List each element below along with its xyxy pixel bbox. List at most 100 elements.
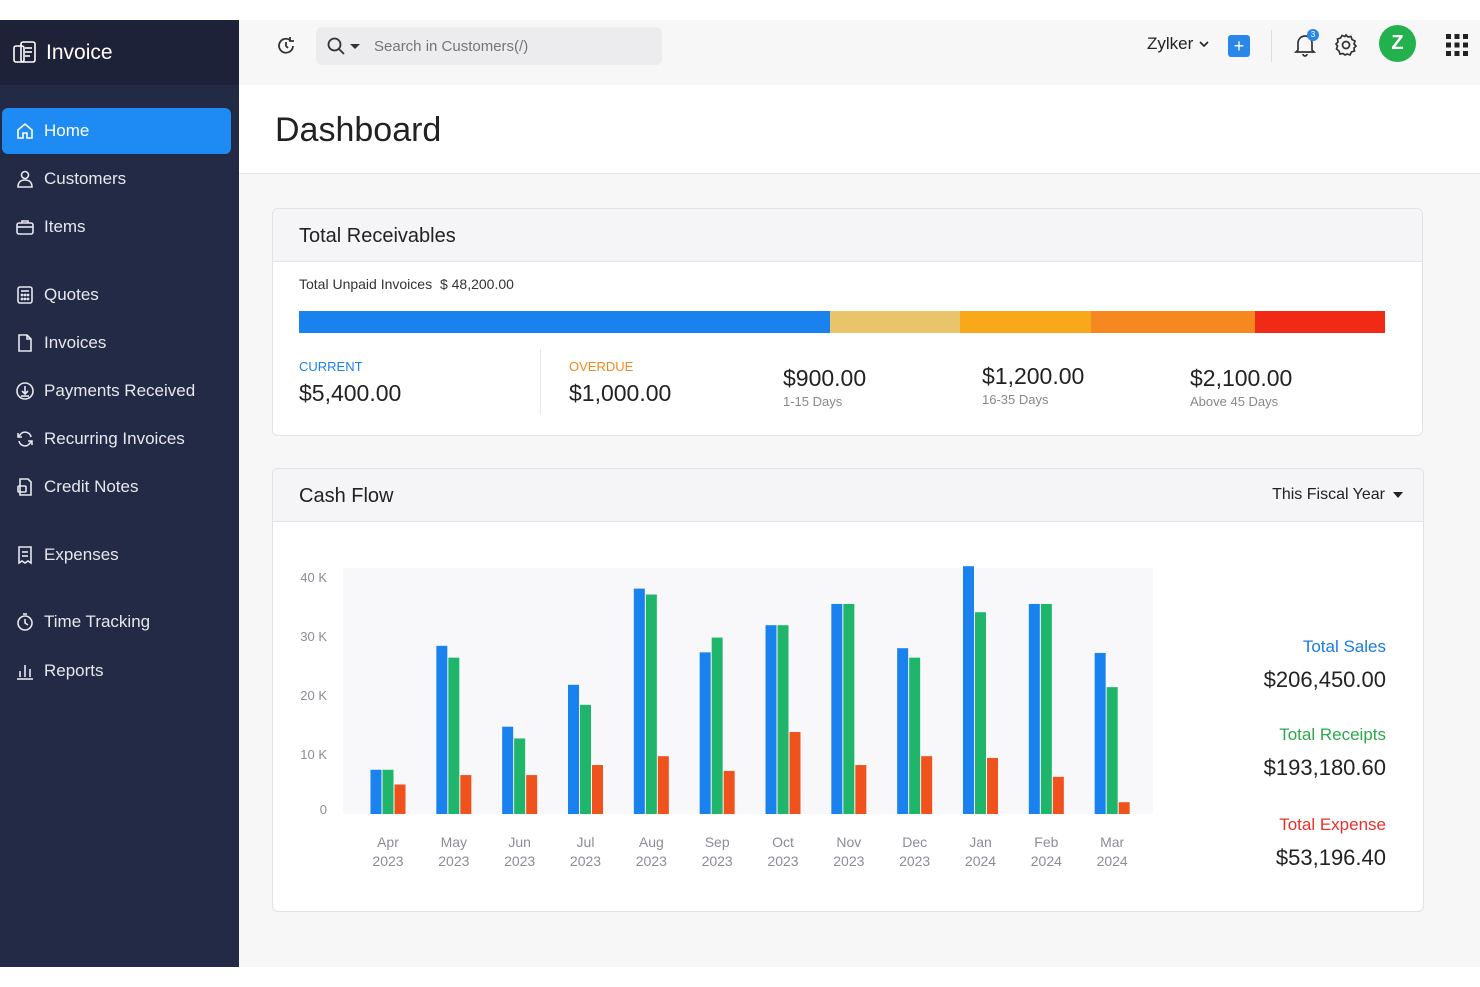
total-expense: Total Expense $53,196.40 xyxy=(1276,815,1386,871)
app-grid-icon[interactable] xyxy=(1445,33,1469,57)
search-icon[interactable] xyxy=(326,36,346,56)
bar-receipts[interactable] xyxy=(382,769,394,814)
x-tick-label: Aug xyxy=(639,834,664,850)
receivables-segment-1-15[interactable] xyxy=(830,311,961,333)
bar-receipts[interactable] xyxy=(448,657,460,814)
overdue-bucket-above-45[interactable]: $2,100.00 Above 45 Days xyxy=(1190,359,1292,409)
bar-expense[interactable] xyxy=(855,765,867,814)
bar-sales[interactable] xyxy=(1094,652,1106,814)
brand[interactable]: Invoice xyxy=(0,20,239,85)
overdue-bucket-1-15[interactable]: $900.00 1-15 Days xyxy=(783,359,866,409)
bar-expense[interactable] xyxy=(1118,802,1130,814)
total-sales-label: Total Sales xyxy=(1302,637,1386,656)
avatar[interactable]: Z xyxy=(1379,25,1416,62)
bar-receipts[interactable] xyxy=(975,612,986,814)
receivables-header: Total Receivables xyxy=(273,209,1422,262)
total-sales: Total Sales $206,450.00 xyxy=(1264,637,1386,693)
bar-receipts[interactable] xyxy=(645,594,657,814)
bar-sales[interactable] xyxy=(831,603,843,814)
receivables-segment-current[interactable] xyxy=(299,311,831,333)
sidebar-item-recurring-invoices[interactable]: Recurring Invoices xyxy=(2,416,231,462)
search-bar[interactable] xyxy=(316,27,662,65)
bar-expense[interactable] xyxy=(921,756,933,814)
sidebar-item-payments-received[interactable]: Payments Received xyxy=(2,368,231,414)
timer-icon xyxy=(14,611,36,633)
cashflow-chart: 0 10 K 20 K 30 K 40 K Apr 2023 May 2023 Jun 2023 Ju… xyxy=(300,566,1153,869)
org-switcher[interactable]: Zylker xyxy=(1147,34,1209,54)
sidebar-item-quotes[interactable]: Quotes xyxy=(2,272,231,318)
x-tick-label: 2024 xyxy=(965,853,996,869)
total-expense-label: Total Expense xyxy=(1279,815,1386,834)
history-icon[interactable] xyxy=(275,35,297,57)
bar-receipts[interactable] xyxy=(711,637,723,814)
bar-sales[interactable] xyxy=(765,625,777,814)
topbar: Zylker + 3 Z xyxy=(239,20,1480,85)
bar-expense[interactable] xyxy=(723,770,735,814)
bar-receipts[interactable] xyxy=(514,738,526,814)
quick-create-button[interactable]: + xyxy=(1228,35,1250,57)
bar-sales[interactable] xyxy=(1028,603,1040,814)
bar-expense[interactable] xyxy=(657,756,669,814)
bar-expense[interactable] xyxy=(526,775,538,814)
bar-sales[interactable] xyxy=(963,566,974,814)
bar-expense[interactable] xyxy=(1052,776,1064,814)
total-receipts-value: $193,180.60 xyxy=(1263,755,1386,780)
bag-icon xyxy=(14,216,36,238)
y-tick-label: 30 K xyxy=(300,629,327,644)
bar-receipts[interactable] xyxy=(909,657,921,814)
x-tick-label: Dec xyxy=(902,834,927,850)
sidebar-item-time-tracking[interactable]: Time Tracking xyxy=(2,599,231,645)
period-dropdown[interactable]: This Fiscal Year xyxy=(1272,486,1403,504)
sidebar-item-invoices[interactable]: Invoices xyxy=(2,320,231,366)
bar-receipts[interactable] xyxy=(1040,603,1052,814)
bar-receipts[interactable] xyxy=(1106,687,1118,814)
unpaid-value: $ 48,200.00 xyxy=(439,276,514,292)
sidebar-item-customers[interactable]: Customers xyxy=(2,156,231,202)
receivables-bar xyxy=(299,311,1385,333)
sidebar-item-credit-notes[interactable]: Credit Notes xyxy=(2,464,231,510)
sidebar-item-label: Payments Received xyxy=(44,381,196,400)
bar-receipts[interactable] xyxy=(843,603,855,814)
sidebar-item-label: Credit Notes xyxy=(44,477,139,496)
bar-sales[interactable] xyxy=(370,769,382,814)
receivables-segment-16-35[interactable] xyxy=(960,311,1091,333)
bar-expense[interactable] xyxy=(987,757,998,814)
unpaid-summary: Total Unpaid Invoices $ 48,200.00 xyxy=(299,276,514,292)
bar-sales[interactable] xyxy=(633,588,645,814)
divider xyxy=(540,349,541,415)
sidebar-item-label: Expenses xyxy=(44,545,119,564)
receivables-segment-above-45[interactable] xyxy=(1254,311,1385,333)
bar-chart-icon xyxy=(14,660,36,682)
bar-expense[interactable] xyxy=(460,775,472,814)
invoice-logo-icon xyxy=(13,40,36,63)
gear-icon[interactable] xyxy=(1334,33,1358,57)
bar-expense[interactable] xyxy=(789,731,801,814)
search-input[interactable] xyxy=(374,37,614,55)
sidebar-item-home[interactable]: Home xyxy=(2,108,231,154)
home-icon xyxy=(14,120,36,142)
bar-sales[interactable] xyxy=(897,648,909,814)
receivables-title: Total Receivables xyxy=(299,225,456,247)
cashflow-title: Cash Flow xyxy=(299,485,394,507)
sidebar-item-items[interactable]: Items xyxy=(2,204,231,250)
bar-sales[interactable] xyxy=(699,652,711,814)
bar-expense[interactable] xyxy=(592,765,603,814)
bar-expense[interactable] xyxy=(394,784,406,815)
bar-sales[interactable] xyxy=(502,726,514,814)
receivables-segment-36-45[interactable] xyxy=(1090,311,1255,333)
bar-sales[interactable] xyxy=(568,684,579,814)
bar-sales[interactable] xyxy=(436,645,448,814)
bar-receipts[interactable] xyxy=(580,704,591,814)
sidebar-item-reports[interactable]: Reports xyxy=(2,648,231,694)
divider xyxy=(1271,30,1272,62)
chevron-down-icon xyxy=(1199,41,1209,48)
current-value: $5,400.00 xyxy=(299,380,402,406)
overdue-stat[interactable]: OVERDUE $1,000.00 xyxy=(569,359,671,407)
sidebar-item-label: Quotes xyxy=(44,285,99,304)
overdue-bucket-16-35[interactable]: $1,200.00 16-35 Days xyxy=(982,357,1084,407)
search-scope-dropdown-icon[interactable] xyxy=(350,43,360,49)
current-stat[interactable]: CURRENT $5,400.00 xyxy=(299,359,401,407)
plot-area xyxy=(343,568,1153,814)
bar-receipts[interactable] xyxy=(777,625,789,814)
sidebar-item-expenses[interactable]: Expenses xyxy=(2,532,231,578)
